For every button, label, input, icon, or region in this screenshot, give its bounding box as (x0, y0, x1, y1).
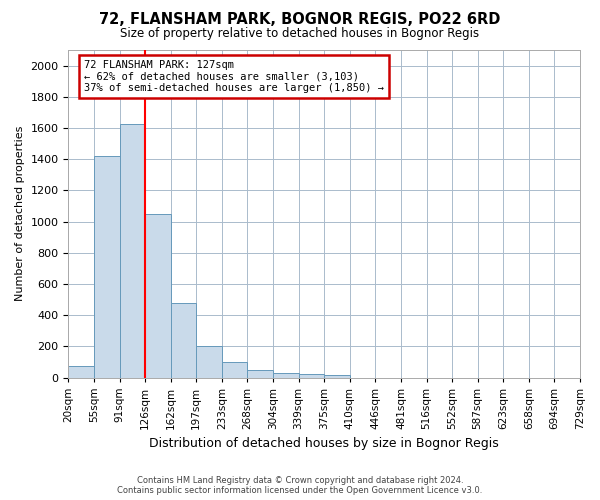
Bar (273, 373, 299, 378)
Y-axis label: Number of detached properties: Number of detached properties (15, 126, 25, 302)
Bar (171, 302, 196, 378)
Text: Contains HM Land Registry data © Crown copyright and database right 2024.
Contai: Contains HM Land Registry data © Crown c… (118, 476, 482, 495)
Text: 72, FLANSHAM PARK, BOGNOR REGIS, PO22 6RD: 72, FLANSHAM PARK, BOGNOR REGIS, PO22 6R… (100, 12, 500, 28)
Bar (145, 214, 171, 378)
Bar (247, 370, 273, 378)
Bar (196, 346, 222, 378)
X-axis label: Distribution of detached houses by size in Bognor Regis: Distribution of detached houses by size … (149, 437, 499, 450)
Text: 72 FLANSHAM PARK: 127sqm
← 62% of detached houses are smaller (3,103)
37% of sem: 72 FLANSHAM PARK: 127sqm ← 62% of detach… (84, 60, 384, 93)
Text: Size of property relative to detached houses in Bognor Regis: Size of property relative to detached ho… (121, 28, 479, 40)
Bar (119, 124, 145, 378)
Bar (324, 375, 350, 378)
Bar (222, 362, 247, 378)
Bar (94, 156, 119, 378)
Bar (68, 366, 94, 378)
Bar (299, 374, 324, 378)
